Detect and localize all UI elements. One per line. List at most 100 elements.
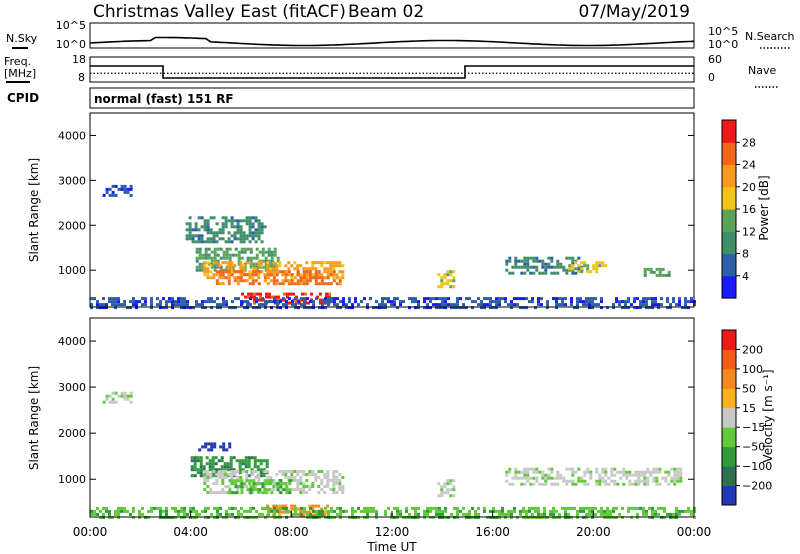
- data-cell: [580, 267, 584, 271]
- data-cell: [217, 468, 221, 472]
- data-cell: [114, 400, 118, 404]
- data-cell: [225, 250, 229, 254]
- data-cell: [192, 506, 195, 510]
- data-cell: [129, 512, 132, 516]
- data-cell: [232, 468, 236, 472]
- data-cell: [293, 261, 297, 265]
- data-cell: [185, 234, 189, 238]
- data-cell: [279, 306, 282, 310]
- data-cell: [111, 397, 115, 401]
- data-cell: [672, 297, 675, 301]
- data-cell: [258, 482, 262, 486]
- data-cell: [550, 265, 554, 269]
- colorbar-tick-label: 28: [742, 136, 756, 149]
- data-cell: [523, 256, 527, 260]
- data-cell: [180, 300, 183, 304]
- data-cell: [220, 465, 224, 469]
- data-cell: [489, 300, 492, 304]
- data-cell: [210, 448, 214, 452]
- data-cell: [253, 292, 256, 296]
- data-cell: [276, 482, 280, 486]
- data-cell: [510, 303, 513, 307]
- data-cell: [321, 509, 324, 513]
- data-cell: [489, 303, 492, 307]
- data-cell: [264, 303, 267, 307]
- data-cell: [335, 482, 339, 485]
- data-cell: [642, 506, 645, 510]
- data-cell: [193, 456, 197, 460]
- data-cell: [213, 268, 217, 272]
- data-cell: [622, 470, 626, 474]
- data-cell: [643, 482, 647, 486]
- data-cell: [307, 301, 310, 305]
- data-cell: [123, 303, 126, 307]
- data-cell: [649, 270, 653, 274]
- data-cell: [658, 270, 662, 274]
- data-cell: [311, 513, 315, 517]
- data-cell: [588, 303, 591, 307]
- data-cell: [544, 482, 548, 486]
- data-cell: [523, 271, 527, 275]
- data-cell: [177, 300, 180, 304]
- data-cell: [162, 306, 165, 310]
- data-cell: [230, 240, 234, 244]
- freq-step-line: [90, 65, 694, 79]
- data-cell: [456, 512, 459, 516]
- data-cell: [663, 506, 666, 510]
- data-cell: [643, 270, 647, 274]
- data-cell: [177, 297, 180, 301]
- data-cell: [471, 306, 474, 310]
- data-cell: [257, 491, 261, 494]
- data-cell: [227, 270, 231, 274]
- data-cell: [651, 509, 654, 513]
- data-cell: [532, 271, 536, 275]
- data-cell: [197, 237, 201, 241]
- data-cell: [224, 222, 228, 226]
- data-cell: [132, 300, 135, 304]
- data-cell: [227, 267, 231, 271]
- data-cell: [230, 267, 234, 271]
- data-cell: [251, 234, 255, 238]
- data-cell: [197, 228, 201, 232]
- data-cell: [159, 506, 162, 510]
- data-cell: [570, 297, 573, 301]
- data-cell: [240, 479, 244, 483]
- data-cell: [206, 270, 210, 274]
- data-cell: [449, 479, 453, 483]
- data-cell: [351, 306, 354, 310]
- data-cell: [351, 506, 354, 510]
- data-cell: [248, 216, 252, 220]
- data-cell: [453, 506, 456, 510]
- data-cell: [203, 225, 207, 229]
- data-cell: [196, 459, 200, 463]
- data-cell: [676, 476, 680, 480]
- data-cell: [576, 303, 579, 307]
- data-cell: [195, 300, 198, 304]
- data-cell: [177, 303, 180, 307]
- data-cell: [114, 306, 117, 310]
- data-cell: [547, 473, 551, 477]
- data-cell: [523, 473, 527, 477]
- data-cell: [332, 267, 336, 271]
- data-cell: [441, 303, 444, 307]
- data-cell: [432, 303, 435, 307]
- data-cell: [640, 470, 644, 474]
- data-cell: [291, 300, 294, 304]
- data-cell: [341, 485, 345, 488]
- data-cell: [320, 264, 324, 268]
- data-cell: [239, 264, 243, 268]
- data-cell: [604, 264, 608, 268]
- data-cell: [253, 459, 257, 463]
- data-cell: [666, 297, 669, 301]
- data-cell: [200, 234, 204, 238]
- data-cell: [332, 488, 336, 491]
- data-cell: [198, 256, 202, 260]
- data-cell: [615, 297, 618, 301]
- data-cell: [621, 300, 624, 304]
- data-cell: [105, 187, 109, 191]
- colorbar-swatch: [722, 368, 736, 389]
- data-cell: [224, 276, 228, 280]
- data-cell: [351, 512, 354, 516]
- data-cell: [519, 297, 522, 301]
- data-cell: [236, 228, 240, 232]
